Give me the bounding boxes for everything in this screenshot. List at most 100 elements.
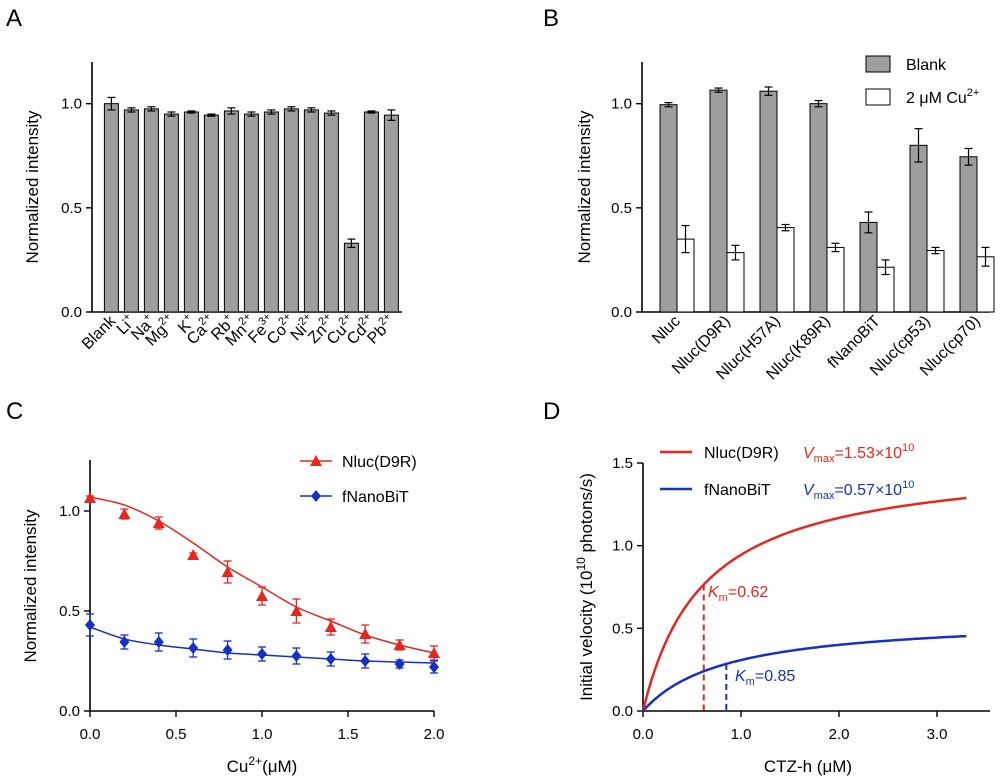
b-bar-blank	[659, 104, 678, 313]
d-ytick-label: 1.0	[612, 538, 633, 555]
a-bar	[283, 108, 299, 313]
legend-fnanobit-label: fNanoBiT	[342, 489, 409, 506]
a-bar	[143, 108, 159, 313]
d-ytick-label: 0.0	[612, 703, 633, 720]
panel-d: D 0.0 0.5 1.0 1.5 0.0 1.0 2.0 3.0 Initial veloc…	[543, 398, 990, 776]
c-point-fnanobit	[257, 648, 267, 660]
c-ytick-label: 1.0	[59, 503, 80, 520]
c-point-d9r	[290, 605, 303, 616]
panel-d-label: D	[543, 398, 560, 425]
a-bar	[123, 109, 139, 313]
c-ytick-label: 0.5	[59, 603, 80, 620]
panel-c-label: C	[6, 398, 23, 425]
c-point-fnanobit	[188, 642, 199, 654]
km-fnanobit-label: Km=0.85	[735, 668, 795, 688]
panel-d-y-label: Initial velocity (1010 photons/s)	[574, 473, 596, 701]
c-xtick-label: 0.0	[80, 726, 101, 743]
b-category-label: Nluc	[649, 313, 684, 348]
a-bar	[303, 109, 319, 313]
c-point-d9r	[118, 508, 131, 519]
panel-a-label: A	[6, 5, 22, 32]
b-bar-cu	[776, 227, 795, 313]
a-bar	[183, 111, 199, 313]
vmax-fnanobit-label: Vmax=0.57×1010	[803, 479, 914, 502]
c-point-d9r	[428, 647, 440, 658]
km-d9r-label: Km=0.62	[708, 584, 768, 604]
panel-b: B 0.00.51.0 NlucNluc(D9R)Nluc(H57A)Nluc(…	[543, 5, 995, 383]
panel-d-x-label: CTZ-h (μM)	[764, 757, 852, 776]
a-bar	[243, 113, 259, 313]
b-bar-blank	[809, 103, 828, 313]
a-bar	[383, 114, 399, 313]
d-xtick-label: 1.0	[731, 726, 752, 743]
a-bar	[223, 110, 239, 313]
c-point-fnanobit	[429, 661, 439, 673]
panel-c: C 0.0 0.5 1.0 0.0 0.5 1.0 1.5 2.0 Normalized in…	[6, 398, 444, 776]
a-bar	[103, 103, 119, 313]
b-bar-blank	[709, 89, 728, 313]
legend-cu-label: 2 μM Cu2+	[906, 87, 979, 107]
c-point-fnanobit	[360, 655, 371, 667]
panel-b-y-label: Normalized intensity	[575, 110, 594, 264]
c-point-fnanobit	[394, 658, 405, 670]
a-ytick-label: 0.5	[61, 200, 82, 217]
d-curve-d9r	[641, 496, 967, 712]
panel-c-y-label: Normalized intensity	[21, 509, 40, 663]
c-point-fnanobit	[222, 644, 233, 656]
c-point-d9r	[359, 628, 372, 639]
d-ytick-label: 0.5	[612, 620, 633, 637]
c-point-fnanobit	[119, 636, 130, 648]
d-xtick-label: 0.0	[633, 726, 654, 743]
b-ytick-label: 0.5	[611, 200, 632, 217]
a-bar	[343, 242, 359, 313]
panel-a-y-label: Normalized intensity	[23, 110, 42, 264]
c-point-d9r	[187, 549, 200, 560]
legend-cu-swatch	[865, 88, 891, 106]
b-ytick-label: 1.0	[611, 96, 632, 113]
b-bar-cu	[726, 252, 745, 313]
a-bar	[203, 114, 219, 313]
a-bar	[323, 112, 339, 313]
legend-d9r-marker	[310, 455, 322, 466]
b-ytick-label: 0.0	[611, 304, 632, 321]
c-xtick-label: 1.5	[338, 726, 359, 743]
c-point-d9r	[152, 517, 165, 528]
legend-d-d9r-label: Nluc(D9R)	[704, 445, 779, 462]
c-point-fnanobit	[85, 619, 95, 631]
c-fit-d9r	[89, 496, 435, 654]
panel-b-label: B	[543, 5, 559, 32]
b-bar-blank	[759, 90, 778, 313]
legend-d-fnanobit-label: fNanoBiT	[704, 482, 771, 499]
c-point-d9r	[221, 566, 234, 577]
b-bar-blank	[859, 221, 878, 313]
b-bar-blank	[909, 144, 928, 313]
c-point-d9r	[256, 590, 268, 601]
a-bar	[263, 111, 279, 313]
c-point-fnanobit	[325, 653, 336, 665]
a-ytick-label: 1.0	[61, 96, 82, 113]
d-xtick-label: 3.0	[927, 726, 948, 743]
a-ytick-label: 0.0	[61, 304, 82, 321]
c-point-d9r	[84, 492, 96, 503]
c-xtick-label: 1.0	[252, 726, 273, 743]
c-point-d9r	[324, 621, 337, 632]
legend-blank-swatch	[865, 55, 891, 73]
a-category-label: Ni2+	[286, 311, 320, 345]
a-category-label: Blank	[79, 312, 120, 353]
a-bar	[163, 113, 179, 313]
b-bar-cu	[926, 250, 945, 313]
c-point-fnanobit	[291, 650, 302, 662]
a-bar	[363, 111, 379, 313]
vmax-d9r-label: Vmax=1.53×1010	[803, 442, 914, 465]
c-ytick-label: 0.0	[59, 703, 80, 720]
d-curve-fnanobit	[642, 634, 967, 712]
legend-d9r-label: Nluc(D9R)	[342, 454, 417, 471]
b-bar-blank	[959, 156, 978, 313]
c-xtick-label: 2.0	[424, 726, 445, 743]
legend-blank-label: Blank	[906, 57, 947, 74]
d-ytick-label: 1.5	[612, 455, 633, 472]
d-xtick-label: 2.0	[829, 726, 850, 743]
c-point-d9r	[393, 639, 406, 650]
